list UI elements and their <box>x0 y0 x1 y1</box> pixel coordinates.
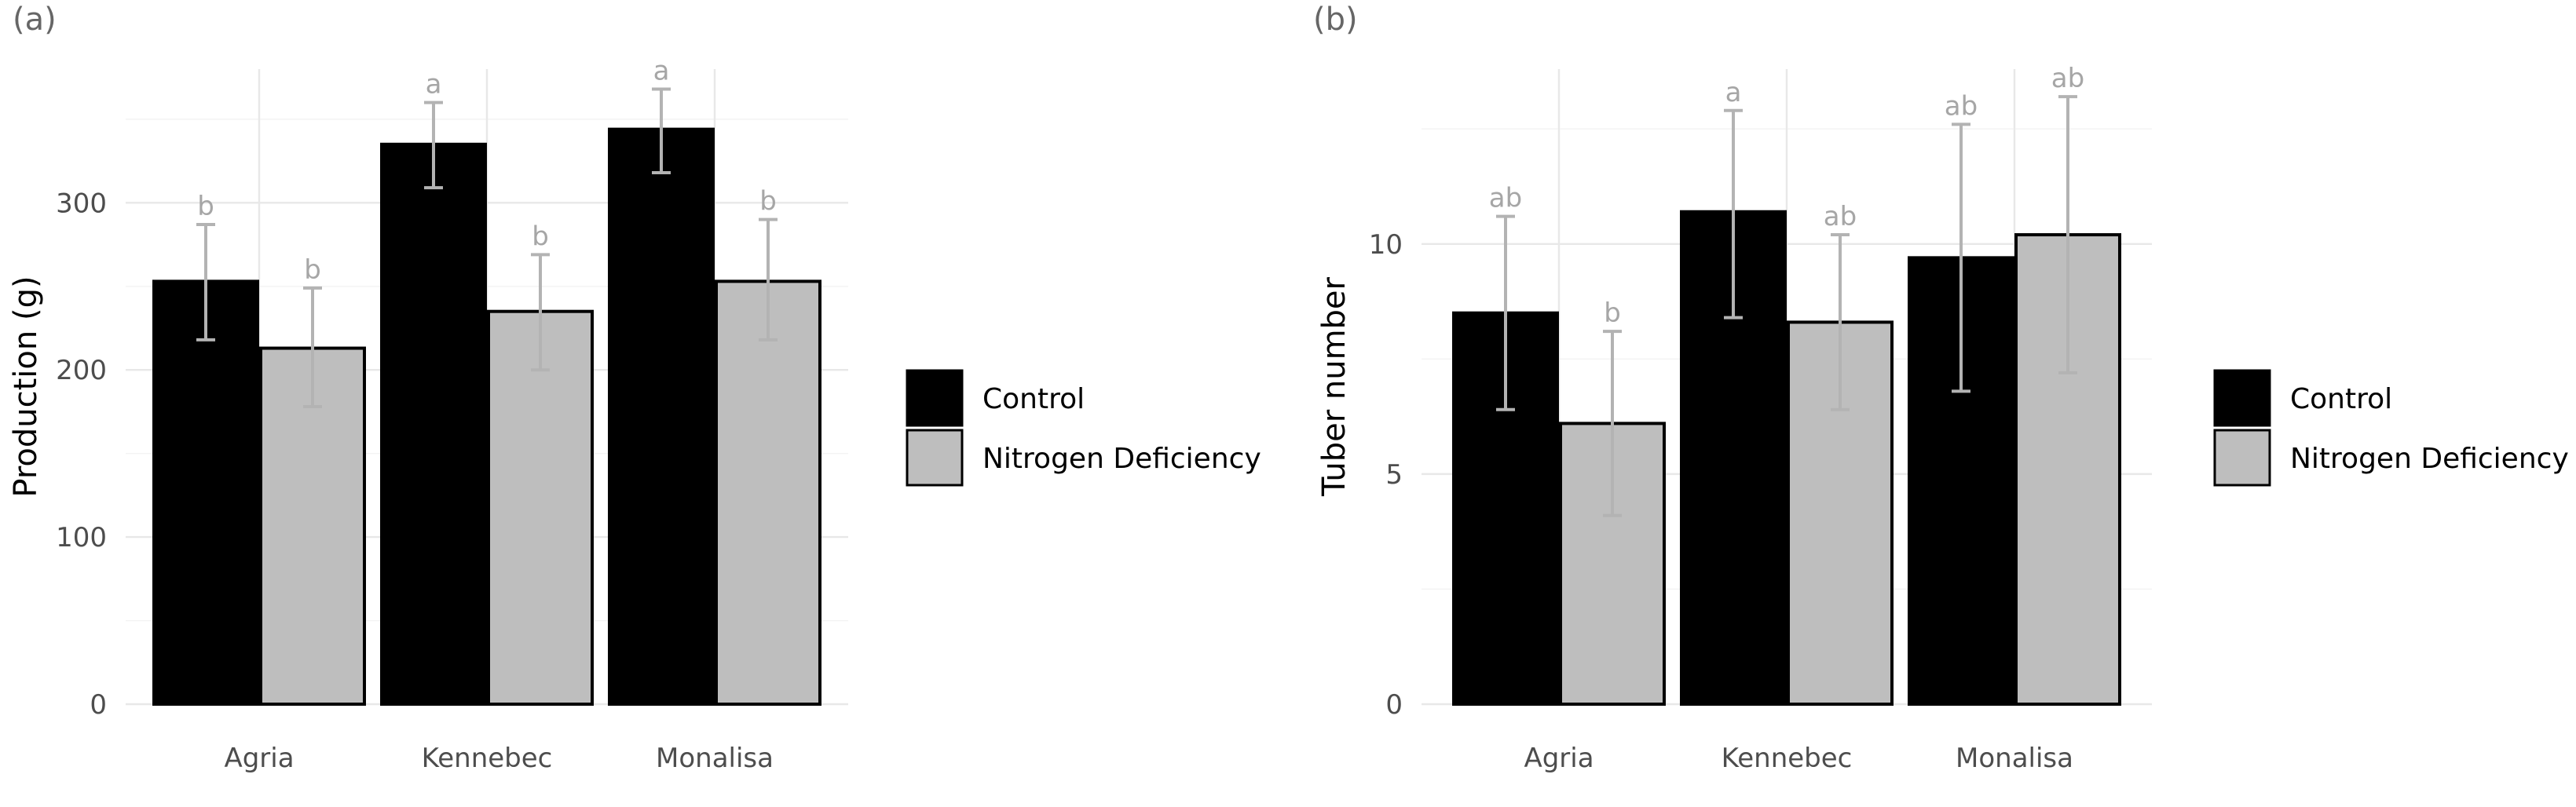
x-tick-label: Kennebec <box>1722 743 1853 774</box>
legend-label: Nitrogen Deficiency <box>2290 443 2569 475</box>
bar-control-agria <box>152 279 259 706</box>
legend-swatch-nitrogen-deficiency <box>906 429 964 487</box>
bar-nitrogen-deficiency-kennebec <box>487 309 594 706</box>
y-tick-label: 10 <box>1369 229 1403 261</box>
significance-letter: b <box>532 221 549 252</box>
significance-letter: a <box>1725 77 1742 108</box>
x-tick-label: Monalisa <box>656 743 774 774</box>
panel-a: b a a b b b 0 100 200 300 Agria Kennebec Monalisa Pro… <box>8 2 1261 774</box>
y-tick-label: 0 <box>90 689 107 721</box>
y-tick-label: 300 <box>56 188 107 219</box>
y-tick-label: 200 <box>56 355 107 386</box>
bar-control-monalisa <box>608 127 715 707</box>
significance-letter: a <box>426 69 442 100</box>
x-tick-label: Monalisa <box>1956 743 2073 774</box>
x-tick-label: Kennebec <box>422 743 553 774</box>
legend: Control Nitrogen Deficiency <box>906 369 1261 487</box>
significance-letter: ab <box>1945 90 1978 122</box>
significance-letter: a <box>653 56 670 87</box>
y-tick-label: 100 <box>56 522 107 553</box>
y-axis-label: Production (g) <box>8 276 44 497</box>
legend-swatch-control <box>906 369 964 427</box>
bar-nitrogen-deficiency-monalisa <box>715 279 821 706</box>
panel-label: (a) <box>13 2 57 38</box>
bar-control-kennebec <box>380 142 487 707</box>
y-tick-label: 0 <box>1385 689 1403 721</box>
significance-letter: b <box>1604 298 1621 329</box>
legend-label: Control <box>2290 383 2392 415</box>
panel-label: (b) <box>1313 2 1358 38</box>
x-tick-label: Agria <box>224 743 294 774</box>
y-axis-label: Tuber number <box>1316 276 1352 497</box>
legend-swatch-control <box>2213 369 2271 427</box>
legend: Control Nitrogen Deficiency <box>2213 369 2569 487</box>
significance-letter: b <box>197 191 214 222</box>
significance-letter: ab <box>2051 63 2084 94</box>
legend-swatch-nitrogen-deficiency <box>2213 429 2271 487</box>
significance-letter: ab <box>1489 183 1522 214</box>
bar-control-kennebec <box>1680 210 1787 706</box>
panel-b: ab a ab b ab ab 0 5 10 Agria Kennebec Monalisa Tuber… <box>1313 2 2569 774</box>
x-tick-label: Agria <box>1524 743 1594 774</box>
significance-letter: b <box>759 186 777 217</box>
significance-letter: b <box>304 254 321 286</box>
legend-label: Control <box>982 383 1085 415</box>
y-tick-label: 5 <box>1385 459 1403 491</box>
legend-label: Nitrogen Deficiency <box>982 443 1261 475</box>
significance-letter: ab <box>1824 201 1857 232</box>
